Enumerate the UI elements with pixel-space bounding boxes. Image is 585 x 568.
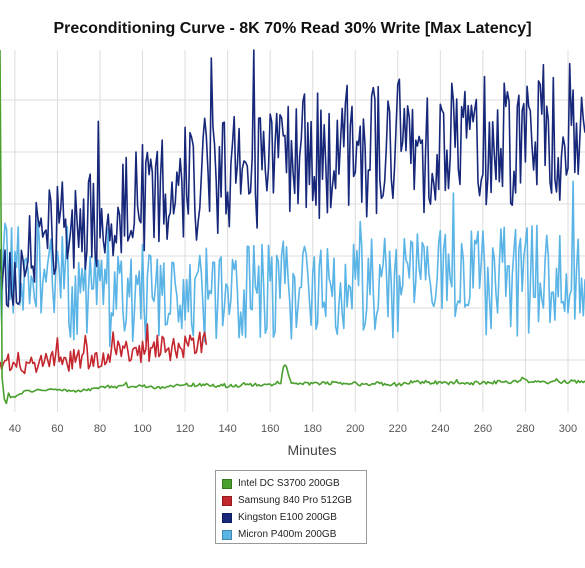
legend-swatch	[222, 512, 232, 523]
x-tick-label: 180	[304, 423, 322, 435]
x-tick-label: 100	[133, 423, 151, 435]
x-tick-label: 120	[176, 423, 194, 435]
series-line-1	[0, 323, 208, 375]
x-tick-label: 260	[474, 423, 492, 435]
x-tick-label: 220	[389, 423, 407, 435]
legend-item: Samsung 840 Pro 512GB	[222, 492, 366, 509]
x-axis-title: Minutes	[287, 442, 336, 458]
x-tick-label: 280	[516, 423, 534, 435]
series-line-0	[0, 49, 585, 405]
legend-label: Samsung 840 Pro 512GB	[238, 495, 352, 506]
x-tick-label: 240	[431, 423, 449, 435]
x-tick-label: 160	[261, 423, 279, 435]
x-tick-label: 60	[51, 423, 63, 435]
legend: Intel DC S3700 200GB Samsung 840 Pro 512…	[215, 470, 367, 544]
series-line-2	[0, 49, 585, 308]
x-tick-label: 40	[9, 423, 21, 435]
series-layer	[0, 49, 585, 405]
x-tick-label: 80	[94, 423, 106, 435]
x-tick-label: 200	[346, 423, 364, 435]
legend-item: Intel DC S3700 200GB	[222, 475, 366, 492]
legend-item: Kingston E100 200GB	[222, 509, 366, 526]
series-line-3	[0, 180, 585, 348]
legend-label: Kingston E100 200GB	[238, 512, 337, 523]
legend-item: Micron P400m 200GB	[222, 526, 366, 543]
x-tick-label: 300	[559, 423, 577, 435]
chart-title: Preconditioning Curve - 8K 70% Read 30% …	[53, 20, 532, 37]
x-tick-labels: 40 60 80 100 120 140 160 180 200 220 240 260 280 300	[9, 423, 577, 435]
legend-swatch	[222, 529, 232, 540]
x-tick-label: 140	[218, 423, 236, 435]
legend-swatch	[222, 478, 232, 489]
legend-label: Intel DC S3700 200GB	[238, 478, 340, 489]
legend-swatch	[222, 495, 232, 506]
legend-label: Micron P400m 200GB	[238, 529, 337, 540]
